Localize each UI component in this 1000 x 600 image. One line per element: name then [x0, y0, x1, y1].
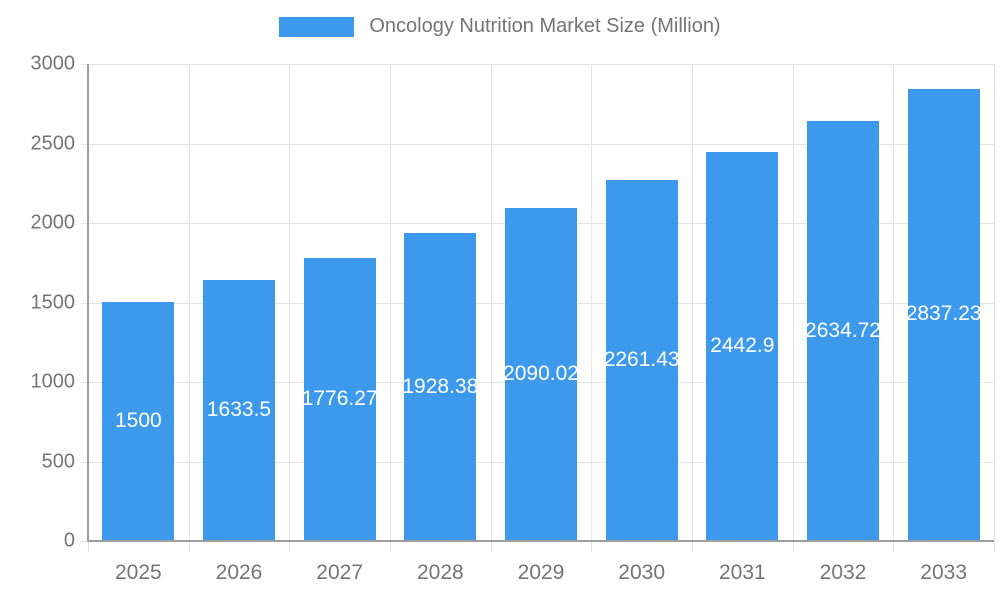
- x-axis-tick: [692, 541, 693, 552]
- x-axis-tick-label: 2028: [416, 561, 464, 584]
- gridline-vertical: [188, 64, 190, 541]
- bar[interactable]: 1633.5: [203, 280, 275, 540]
- y-axis-tick-label: 1000: [30, 370, 76, 393]
- gridline-vertical: [792, 64, 794, 541]
- gridline-horizontal: [88, 64, 994, 65]
- bar[interactable]: 2837.23: [907, 88, 980, 540]
- y-axis-tick-label: 1500: [30, 291, 76, 313]
- x-axis-tick: [188, 541, 190, 552]
- bar[interactable]: 2090.02: [505, 207, 577, 540]
- x-axis-tick: [390, 541, 391, 552]
- x-axis-tick: [289, 541, 291, 552]
- gridline-vertical: [692, 64, 693, 541]
- bar-value-label: 1928.38: [404, 374, 477, 398]
- y-axis-tick-label: 3000: [30, 52, 76, 75]
- chart-legend[interactable]: Oncology Nutrition Market Size (Million): [0, 15, 1000, 38]
- y-axis-tick: [81, 64, 88, 65]
- y-axis-tick: [81, 302, 88, 304]
- x-axis-tick: [591, 541, 593, 552]
- x-axis-tick-label: 2029: [517, 561, 565, 584]
- gridline-horizontal: [88, 143, 994, 145]
- x-axis-tick-label: 2033: [920, 561, 968, 584]
- x-axis-tick-label: 2030: [618, 561, 666, 584]
- gridline-vertical: [390, 64, 391, 541]
- bar-value-label: 2634.72: [807, 318, 879, 342]
- gridline-vertical: [893, 64, 895, 541]
- y-axis-tick: [81, 382, 88, 383]
- gridline-vertical: [289, 64, 291, 541]
- y-axis-tick-label: 2500: [30, 132, 76, 154]
- bar[interactable]: 1500: [102, 301, 175, 540]
- bar[interactable]: 1928.38: [404, 233, 477, 540]
- bar-value-label: 2090.02: [505, 361, 577, 385]
- x-axis-tick-label: 2031: [718, 561, 766, 584]
- x-axis-tick: [893, 541, 895, 552]
- x-axis-tick: [490, 541, 492, 552]
- y-axis-tick-label: 500: [41, 450, 75, 472]
- x-axis-line: [87, 540, 994, 542]
- legend-label: Oncology Nutrition Market Size (Million): [369, 15, 721, 37]
- bar-value-label: 1776.27: [303, 386, 376, 410]
- bar[interactable]: 2261.43: [605, 180, 678, 540]
- x-axis-tick: [792, 541, 794, 552]
- legend-swatch-icon: [279, 16, 355, 37]
- bar[interactable]: 2634.72: [807, 121, 879, 540]
- bar-value-label: 1500: [114, 408, 162, 432]
- x-axis-tick-label: 2026: [215, 561, 263, 584]
- y-axis-line: [87, 64, 89, 542]
- bar-value-label: 2837.23: [907, 302, 980, 326]
- x-axis-tick-label: 2025: [114, 561, 162, 584]
- x-axis-tick-label: 2027: [316, 561, 364, 584]
- gridline-vertical: [591, 64, 593, 541]
- bar[interactable]: 1776.27: [303, 257, 376, 540]
- x-axis-tick: [88, 541, 89, 552]
- y-axis-tick: [81, 541, 88, 542]
- bar-value-label: 2442.9: [710, 333, 775, 357]
- x-axis-tick: [994, 541, 995, 552]
- gridline-vertical: [490, 64, 492, 541]
- gridline-vertical: [994, 64, 995, 541]
- bar-value-label: 1633.5: [206, 398, 272, 422]
- y-axis-tick: [81, 461, 88, 463]
- x-axis-tick-label: 2032: [819, 561, 867, 584]
- y-axis-tick: [81, 223, 88, 224]
- y-axis-tick-label: 0: [63, 529, 75, 552]
- bar-value-label: 2261.43: [605, 348, 678, 372]
- y-axis-tick: [81, 143, 88, 145]
- bar[interactable]: 2442.9: [706, 151, 779, 540]
- y-axis-tick-label: 2000: [30, 211, 76, 234]
